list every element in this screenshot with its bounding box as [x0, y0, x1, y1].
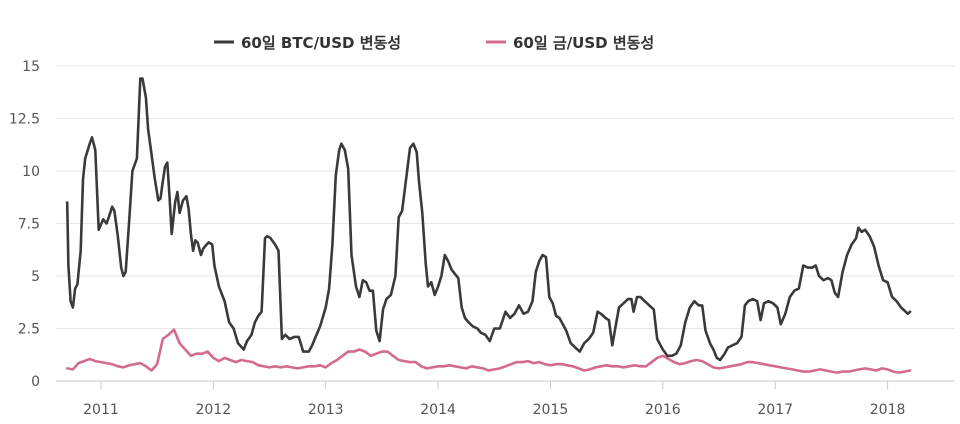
series-line-gold[interactable] [65, 328, 912, 374]
y-tick-label: 15 [22, 59, 40, 75]
x-tick-label: 2017 [757, 402, 793, 418]
y-tick-label: 10 [22, 164, 40, 180]
x-tick-label: 2011 [83, 402, 119, 418]
legend[interactable]: 60일 BTC/USD 변동성 60일 금/USD 변동성 [214, 34, 654, 52]
y-tick-label: 2.5 [18, 322, 40, 338]
series-line-btc[interactable] [65, 77, 912, 362]
x-tick-label: 2014 [420, 402, 456, 418]
y-tick-label: 0 [31, 374, 40, 390]
legend-item-btc[interactable]: 60일 BTC/USD 변동성 [214, 34, 401, 52]
x-tick-label: 2015 [533, 402, 569, 418]
legend-label-btc: 60일 BTC/USD 변동성 [241, 34, 401, 52]
grid-lines [56, 65, 955, 329]
legend-item-gold[interactable]: 60일 금/USD 변동성 [486, 34, 654, 52]
legend-label-gold: 60일 금/USD 변동성 [513, 34, 654, 52]
series-lines [65, 77, 912, 374]
y-axis-tick-labels: 0 2.5 5 7.5 10 12.5 15 [9, 59, 40, 390]
x-tick-label: 2012 [196, 402, 232, 418]
y-tick-label: 5 [31, 269, 40, 285]
y-tick-label: 12.5 [9, 112, 40, 128]
x-tick-label: 2013 [308, 402, 344, 418]
x-axis-tick-labels: 2011 2012 2013 2014 2015 2016 2017 2018 [83, 402, 905, 418]
x-tick-label: 2018 [870, 402, 906, 418]
axes [56, 380, 955, 389]
y-tick-label: 7.5 [18, 217, 40, 233]
x-tick-label: 2016 [645, 402, 681, 418]
